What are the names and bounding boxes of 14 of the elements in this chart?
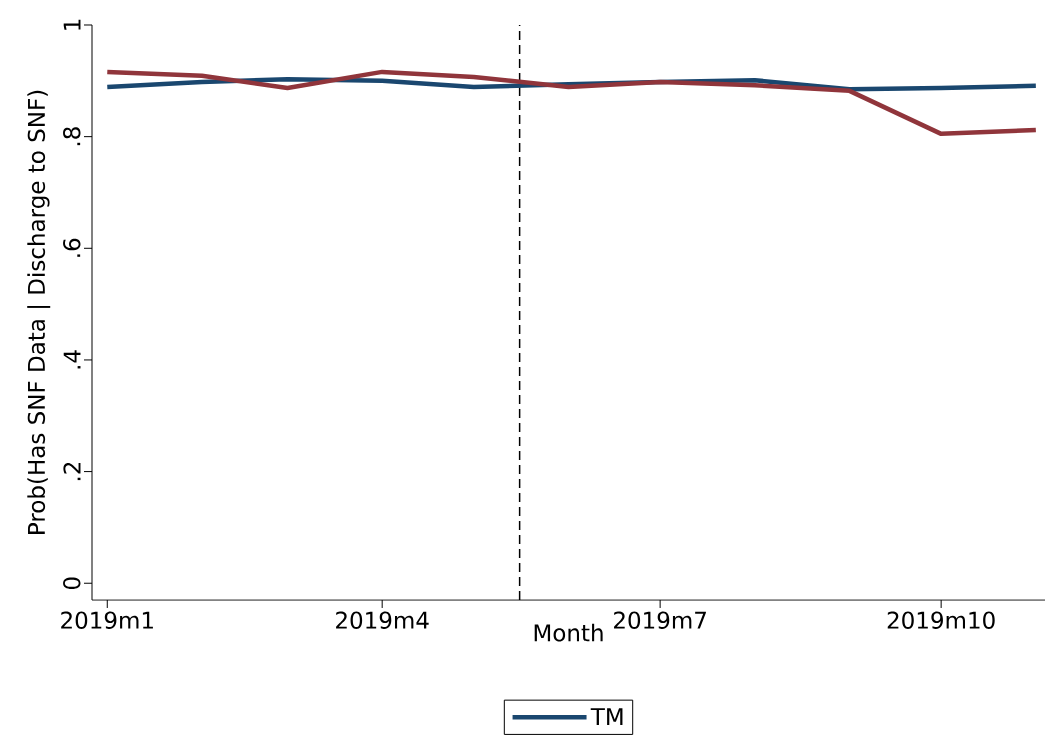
x-tick-label: 2019m7 <box>614 611 706 629</box>
x-tick-label: 2019m4 <box>336 611 429 629</box>
x-tick-label: 2019m1 <box>61 611 153 629</box>
y-axis-title: Prob(Has SNF Data | Discharge to SNF) <box>27 90 51 534</box>
y-tick-label: .6 <box>63 238 81 257</box>
line-series <box>105 69 1039 137</box>
y-tick-label: .4 <box>63 350 81 369</box>
x-axis-title: Month <box>534 623 603 642</box>
y-tick-label: .8 <box>63 127 81 146</box>
y-tick-label: 0 <box>63 577 81 590</box>
y-tick-label: .2 <box>63 462 81 481</box>
x-tick-label: 2019m10 <box>887 611 995 629</box>
legend-label: TM <box>590 708 623 725</box>
y-tick-label: 1 <box>63 19 81 30</box>
